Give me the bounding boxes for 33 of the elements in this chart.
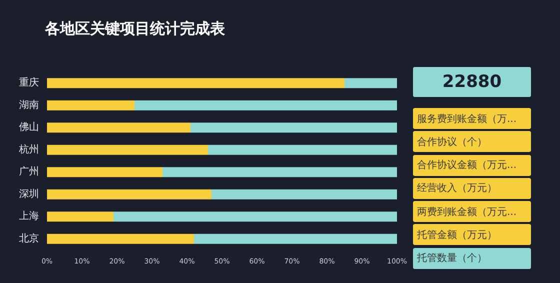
bar [47, 189, 212, 200]
bar [344, 78, 397, 88]
bar [47, 122, 190, 133]
text: 服务费到账金额（万... [417, 112, 517, 126]
bar [194, 234, 397, 244]
bar [47, 234, 194, 244]
text: 经营收入（万元） [417, 182, 497, 196]
y-tick-label: 杭州 [18, 143, 39, 156]
y-tick-label: 湖南 [19, 98, 39, 111]
bar [114, 212, 397, 222]
bar [211, 189, 397, 200]
chart-title: 各地区关键项目统计完成表 [44, 20, 226, 38]
y-tick-label: 重庆 [19, 76, 39, 89]
bar [162, 167, 397, 178]
y-tick-label: 深圳 [19, 188, 39, 200]
bar [47, 167, 162, 178]
bar [134, 100, 397, 110]
text: 托管金额（万元） [417, 228, 497, 242]
y-tick-label: 广州 [19, 166, 39, 178]
text: 合作协议金额（万元... [417, 158, 517, 172]
text: 托管数量（个） [417, 252, 487, 266]
bar [190, 122, 397, 133]
y-tick-label: 上海 [19, 210, 39, 222]
text: 22880 [442, 72, 502, 92]
text: 两费到账金额（万元... [417, 206, 517, 219]
bar [47, 78, 344, 88]
bar [208, 144, 397, 155]
bar [47, 212, 114, 222]
y-tick-label: 佛山 [19, 121, 39, 134]
bar [47, 144, 208, 155]
text: 合作协议（个） [417, 136, 487, 149]
bar [47, 100, 134, 110]
y-tick-label: 北京 [19, 232, 39, 244]
